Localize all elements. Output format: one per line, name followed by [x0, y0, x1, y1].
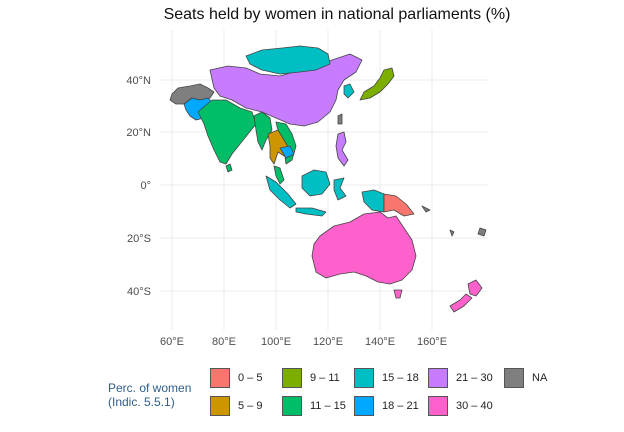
legend-swatch [282, 368, 302, 388]
legend-swatch [504, 368, 524, 388]
map-title: Seats held by women in national parliame… [163, 6, 511, 23]
legend-swatch [428, 368, 448, 388]
region-india [197, 99, 257, 165]
x-tick-label: 160°E [417, 336, 447, 348]
region-philippines [335, 131, 349, 167]
region-cambodia [279, 145, 295, 159]
region-papua-indonesia [361, 189, 385, 213]
x-tick-label: 100°E [261, 336, 291, 348]
x-tick-label: 140°E [365, 336, 395, 348]
region-borneo [301, 169, 331, 197]
y-tick-label: 20°N [126, 127, 151, 139]
legend-label: 21 – 30 [456, 372, 493, 384]
region-mongolia [245, 45, 331, 75]
legend-title-line1: Perc. of women [108, 381, 192, 395]
legend-label: 9 – 11 [310, 372, 340, 384]
legend-swatch [354, 396, 374, 416]
region-vanuatu [449, 229, 455, 237]
region-papua-new-guinea [383, 193, 415, 217]
region-new-zealand-north [467, 279, 483, 297]
legend-title: Perc. of women (Indic. 5.5.1) [108, 381, 191, 409]
legend-swatch [428, 396, 448, 416]
legend-swatch [210, 396, 230, 416]
y-tick-label: 40°S [127, 286, 151, 298]
legend-label: 11 – 15 [310, 400, 346, 412]
legend-swatch [354, 368, 374, 388]
region-sri-lanka [225, 163, 233, 173]
legend-title-line2: (Indic. 5.5.1) [108, 395, 175, 409]
legend-swatch [282, 396, 302, 416]
x-tick-label: 80°E [212, 336, 236, 348]
region-japan [359, 67, 395, 101]
legend-label: 30 – 40 [456, 400, 493, 412]
region-korea [343, 83, 355, 99]
y-tick-label: 20°S [127, 233, 151, 245]
region-new-zealand-south [449, 293, 473, 313]
region-fiji [477, 227, 487, 237]
region-sulawesi [333, 177, 347, 201]
region-sumatra [265, 175, 297, 209]
legend-swatch [210, 368, 230, 388]
region-malaysia [273, 165, 285, 185]
region-java [295, 207, 327, 217]
legend-label: 5 – 9 [238, 400, 263, 412]
region-australia [311, 211, 417, 285]
region-china [209, 53, 363, 127]
region-tasmania [393, 289, 403, 299]
region-taiwan [337, 113, 343, 125]
region-myanmar [253, 111, 273, 151]
legend-label: 18 – 21 [382, 400, 419, 412]
legend-label: 0 – 5 [238, 372, 263, 384]
y-tick-label: 0° [140, 180, 151, 192]
region-solomon-islands [421, 205, 431, 213]
legend-label: NA [532, 372, 548, 384]
legend-label: 15 – 18 [382, 372, 419, 384]
x-tick-label: 60°E [160, 336, 184, 348]
y-tick-label: 40°N [126, 75, 151, 87]
x-tick-label: 120°E [313, 336, 343, 348]
